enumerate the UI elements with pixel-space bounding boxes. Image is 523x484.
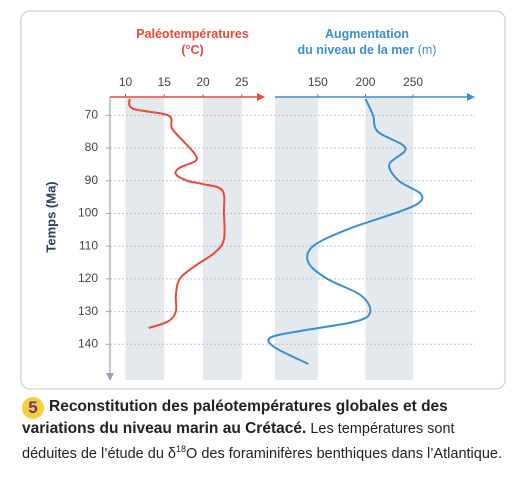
caption-text: Les températures sont déduites de l’étud… bbox=[22, 421, 455, 462]
bands bbox=[125, 97, 414, 380]
y-tick-label: 130 bbox=[78, 304, 98, 318]
y-axis-arrow bbox=[106, 373, 114, 381]
y-axis-label: Temps (Ma) bbox=[43, 181, 58, 252]
caption-text: O des foraminifères benthiques dans l’At… bbox=[186, 445, 502, 462]
panel-title-line: (°C) bbox=[181, 43, 203, 57]
x-tick-label: 150 bbox=[308, 75, 328, 89]
x-axis-arrow bbox=[257, 93, 265, 101]
x-tick-label: 10 bbox=[119, 75, 133, 89]
x-axis-arrow bbox=[467, 93, 475, 101]
x-tick-label: 200 bbox=[355, 75, 375, 89]
band bbox=[365, 97, 414, 380]
caption-sup: 18 bbox=[176, 444, 187, 454]
x-tick-label: 15 bbox=[158, 75, 172, 89]
panel-title-line: Paléotempératures bbox=[136, 27, 249, 41]
y-tick-label: 140 bbox=[78, 336, 98, 350]
y-tick-label: 80 bbox=[85, 140, 99, 154]
panel-title: Augmentation bbox=[325, 27, 409, 41]
band bbox=[125, 97, 165, 380]
y-tick-label: 110 bbox=[79, 238, 98, 252]
caption: 5 Reconstitution des paléotempératures gl… bbox=[22, 397, 508, 464]
frame bbox=[20, 10, 506, 390]
panel-title: (°C) bbox=[181, 43, 203, 57]
band bbox=[275, 97, 318, 380]
panel-title-line: Augmentation bbox=[325, 27, 409, 41]
grid bbox=[110, 114, 475, 345]
panel-title: Paléotempératures bbox=[136, 27, 249, 41]
band bbox=[203, 97, 242, 380]
caption-title: Reconstitution des paléotempératures glo… bbox=[22, 398, 448, 437]
panel-title: du niveau de la mer (m) bbox=[298, 43, 437, 57]
panel-title-line: du niveau de la mer bbox=[298, 43, 415, 57]
y-tick-label: 100 bbox=[78, 206, 98, 220]
data-line bbox=[128, 98, 226, 329]
x-tick-label: 25 bbox=[235, 75, 249, 89]
chart: Temps (Ma) 70 80 90 100 110 120 130 140 10 15 20 25… bbox=[20, 10, 506, 390]
data-line bbox=[267, 98, 424, 365]
x-tick-label: 20 bbox=[196, 75, 210, 89]
panel-unit: (m) bbox=[418, 43, 437, 57]
y-tick-label: 90 bbox=[85, 173, 99, 187]
y-tick-label: 120 bbox=[78, 271, 98, 285]
y-tick-label: 70 bbox=[85, 108, 99, 122]
figure-number: 5 bbox=[22, 397, 44, 419]
x-tick-label: 250 bbox=[403, 75, 423, 89]
